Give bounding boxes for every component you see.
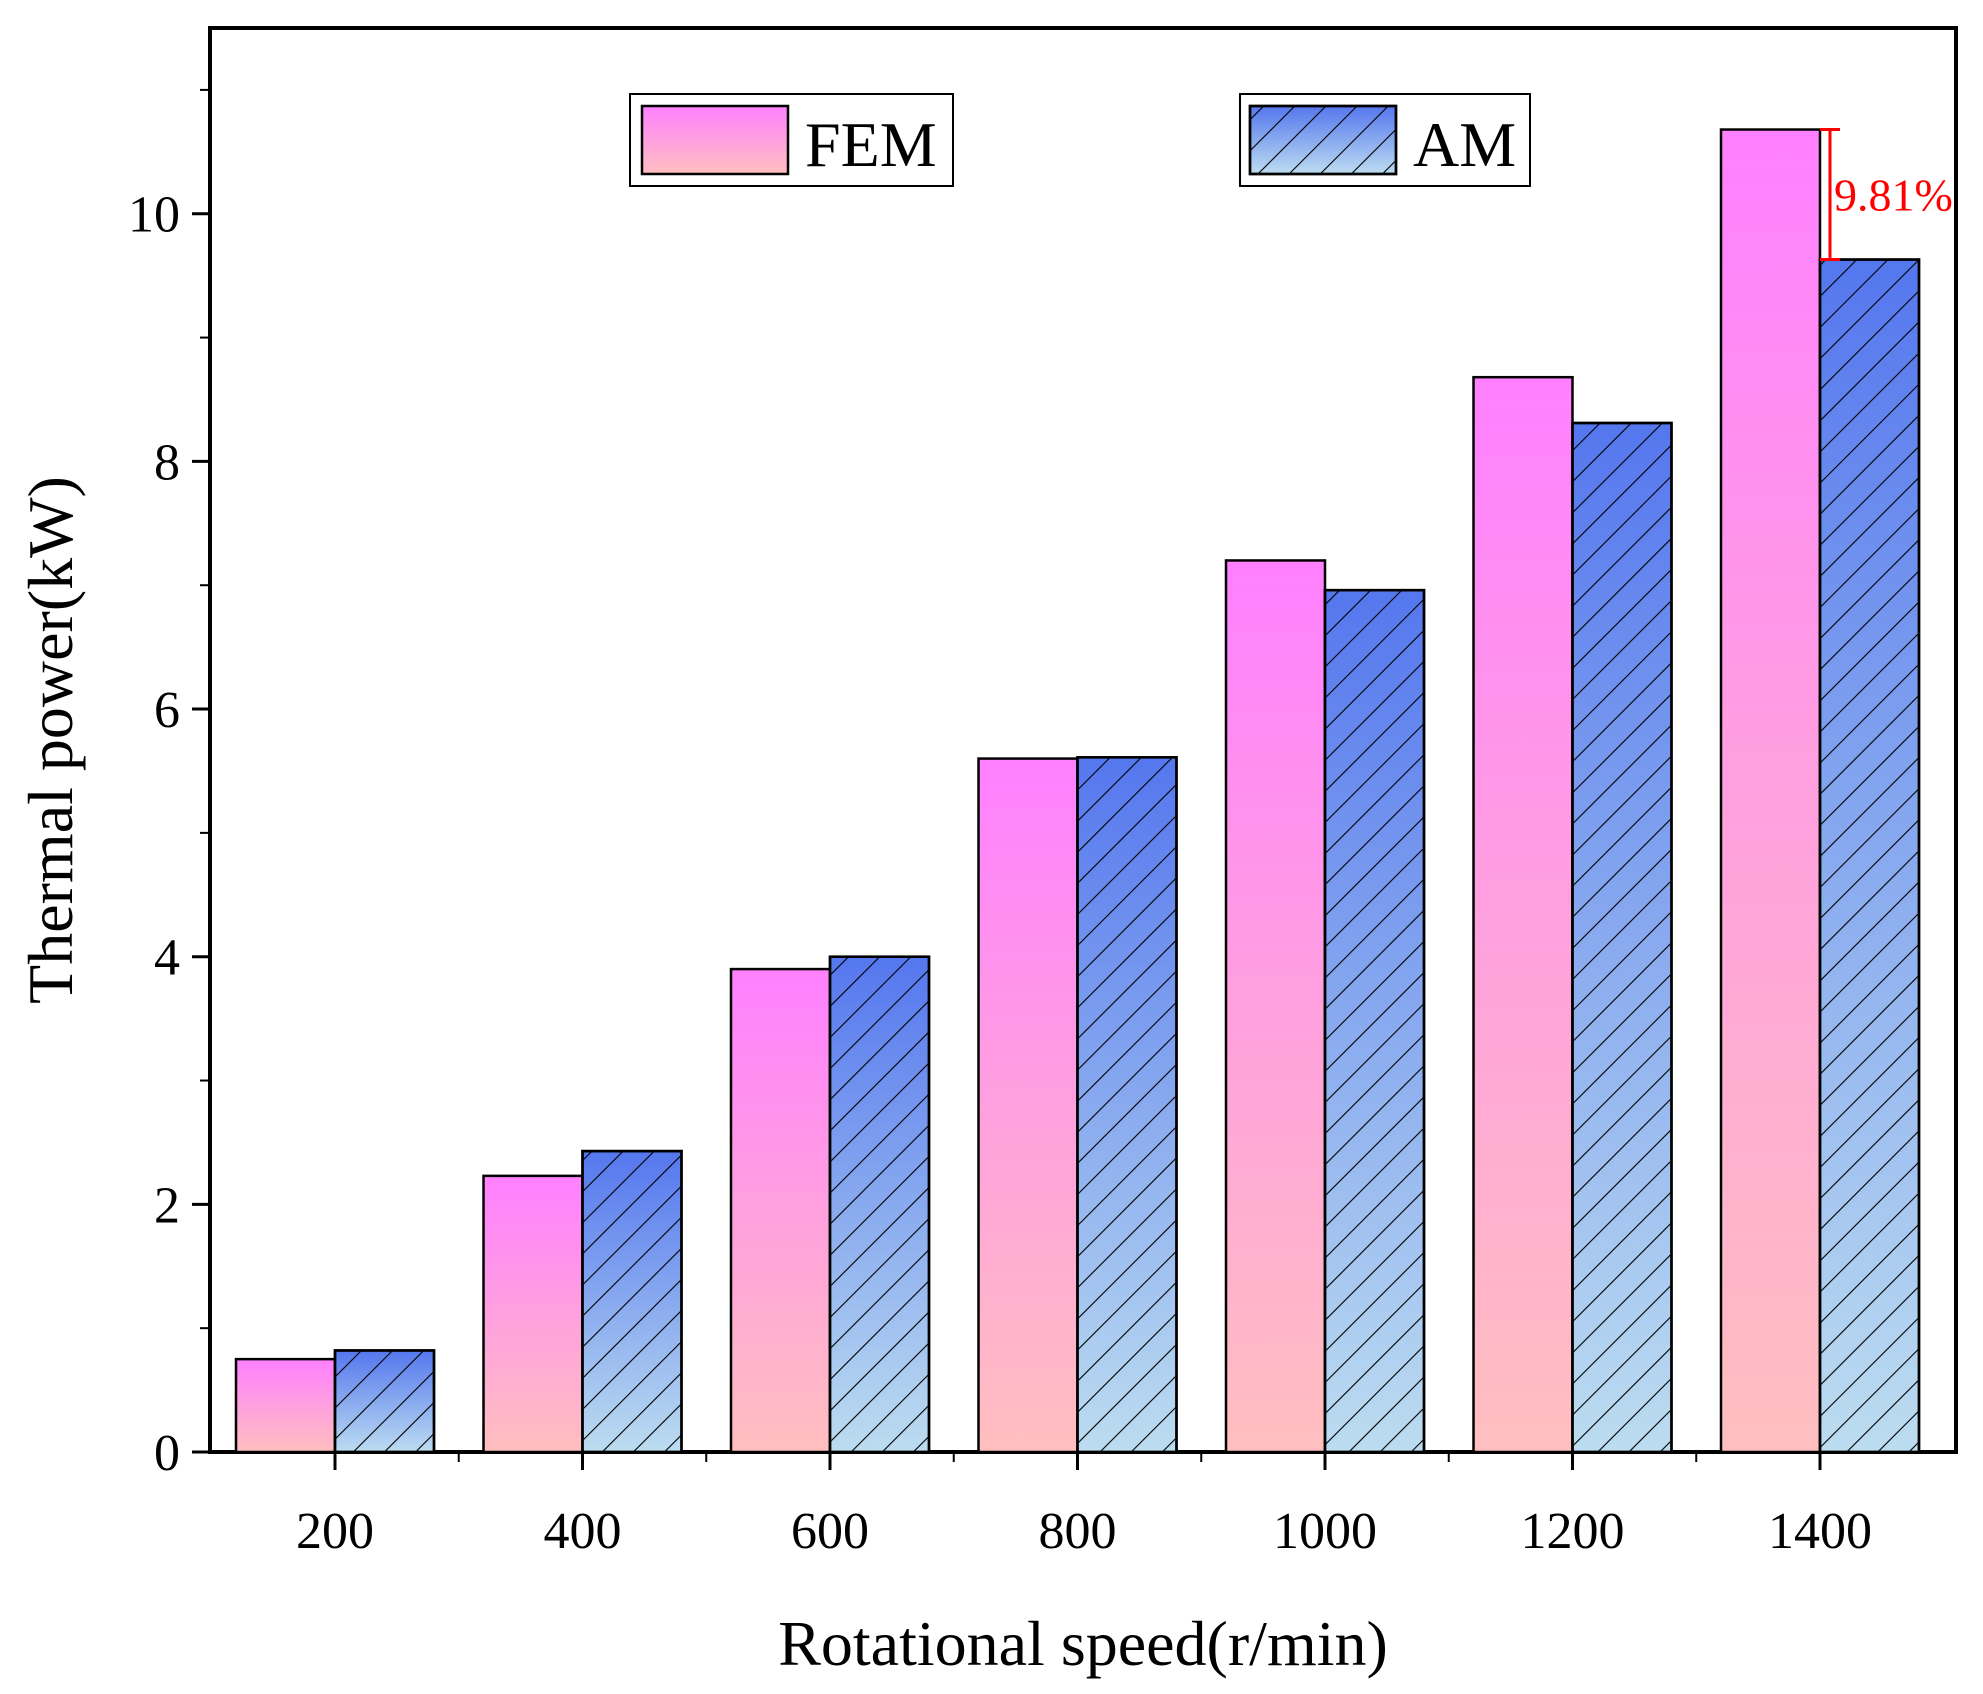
y-tick-label: 2 <box>154 1177 180 1234</box>
y-tick-label: 4 <box>154 930 180 987</box>
legend-swatch-fem <box>640 104 790 176</box>
bars-layer <box>234 128 1921 1454</box>
x-tick-label: 400 <box>544 1503 622 1560</box>
bar-fem-600 <box>729 967 832 1454</box>
legend-label-fem: FEM <box>805 109 937 180</box>
bar-hatch-am-400 <box>581 1149 683 1454</box>
difference-annotation: 9.81% <box>1820 128 1953 262</box>
x-tick-label: 1000 <box>1273 1503 1377 1560</box>
x-tick-label: 1200 <box>1521 1503 1625 1560</box>
annotation-label: 9.81% <box>1834 170 1953 221</box>
bar-hatch-am-1000 <box>1323 588 1426 1454</box>
x-axis: 200 400 600 800 1000 1200 1400 <box>296 1452 1872 1560</box>
bar-hatch-am-200 <box>333 1349 436 1454</box>
bar-fem-800 <box>977 757 1079 1454</box>
bar-hatch-am-600 <box>828 955 931 1454</box>
legend-label-am: AM <box>1413 109 1516 180</box>
bar-fem-200 <box>234 1357 337 1454</box>
bar-fem-400 <box>482 1174 584 1454</box>
bar-hatch-am-1200 <box>1571 421 1673 1454</box>
x-tick-label: 800 <box>1039 1503 1117 1560</box>
legend-item-fem: FEM <box>629 93 954 187</box>
bar-hatch-am-800 <box>1076 756 1178 1454</box>
y-tick-label: 0 <box>154 1425 180 1482</box>
y-axis-title: Thermal power(kW) <box>15 476 86 1004</box>
x-tick-label: 1400 <box>1768 1503 1872 1560</box>
y-tick-label: 10 <box>128 187 180 244</box>
legend: FEM AM <box>629 93 1531 187</box>
bar-hatch-am-1400 <box>1818 258 1921 1454</box>
bar-fem-1000 <box>1224 559 1327 1454</box>
bar-fem-1200 <box>1472 375 1574 1454</box>
legend-item-am: AM <box>1239 93 1531 187</box>
y-tick-label: 6 <box>154 682 180 739</box>
bar-fem-1400 <box>1719 128 1822 1454</box>
x-axis-title: Rotational speed(r/min) <box>778 1608 1388 1679</box>
y-tick-label: 8 <box>154 434 180 491</box>
y-axis: 0 2 4 6 8 10 <box>128 88 210 1482</box>
x-tick-label: 200 <box>296 1503 374 1560</box>
x-tick-label: 600 <box>791 1503 869 1560</box>
